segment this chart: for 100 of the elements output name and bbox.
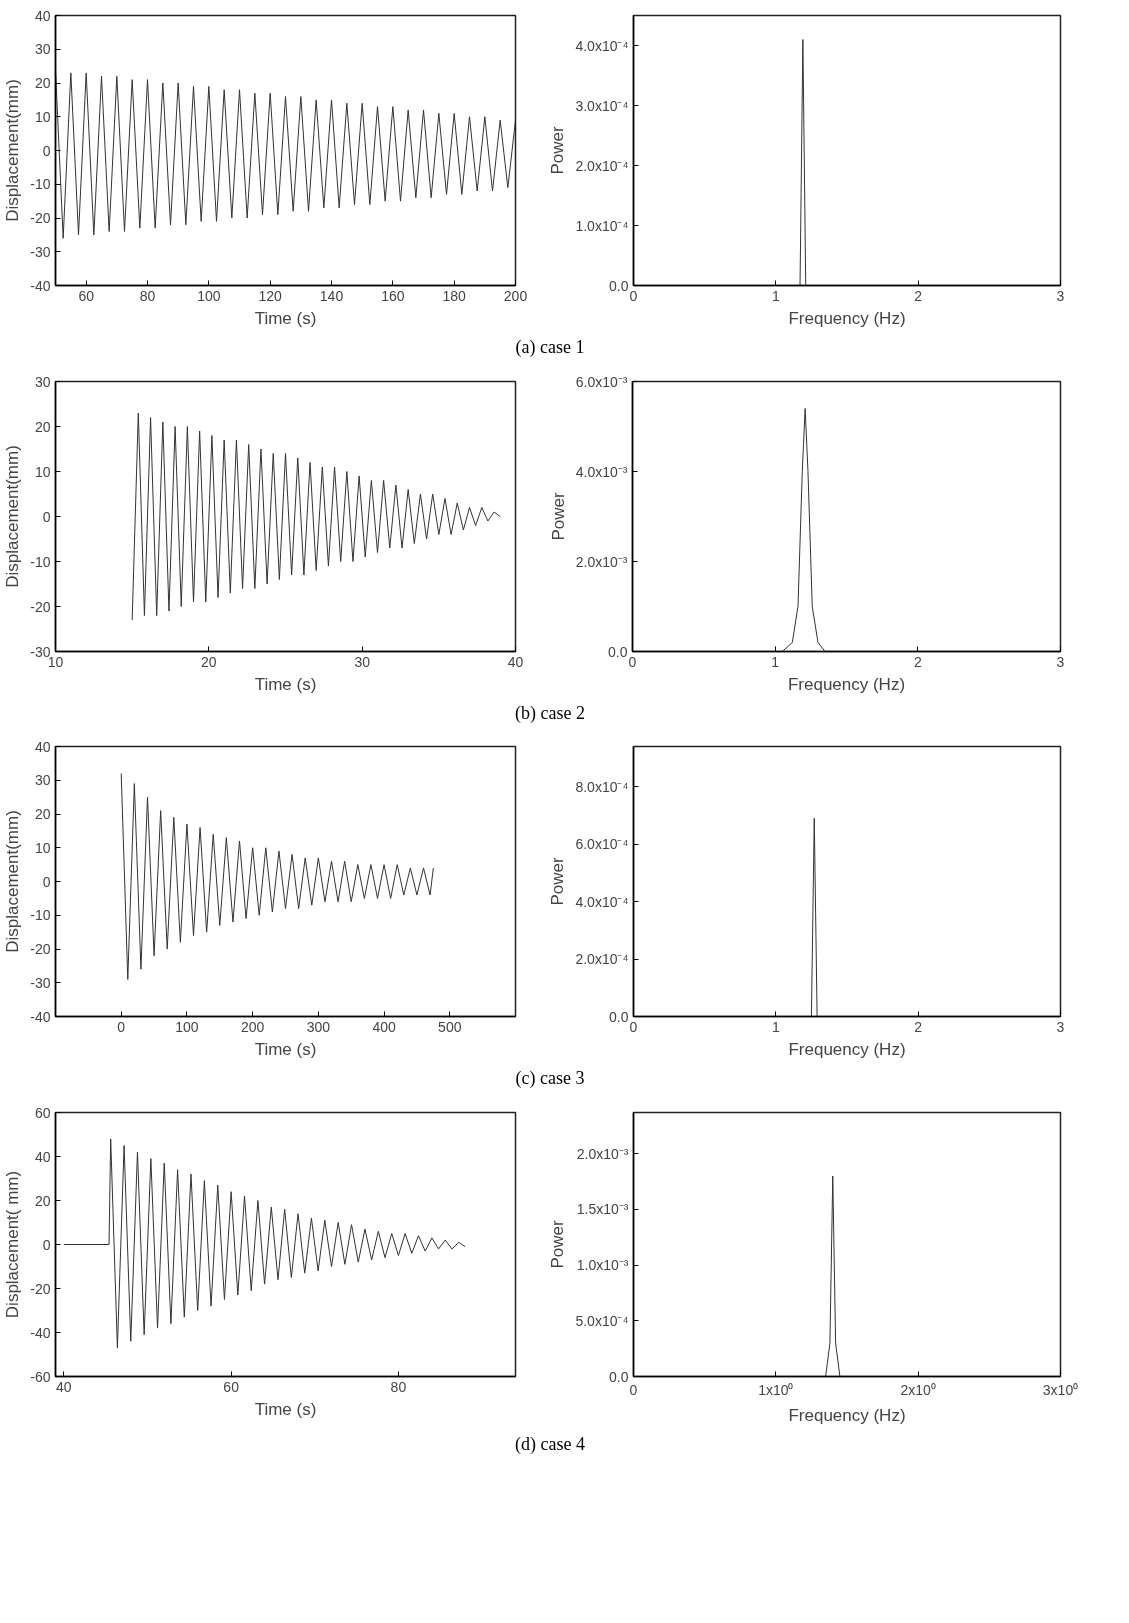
y-axis-title: Power (548, 126, 568, 175)
x-tick-label: 80 (139, 287, 156, 304)
y-axis-title: Power (548, 857, 568, 906)
x-tick-label: 500 (438, 1018, 462, 1035)
x-tick-label: 200 (240, 1018, 265, 1035)
x-tick-label: 200 (503, 287, 528, 304)
y-tick-label: 0.0 (609, 1008, 629, 1025)
x-tick-label: 180 (442, 287, 467, 304)
y-axis-title: Displacement(mm) (3, 810, 23, 954)
y-tick-label: -30 (30, 243, 51, 260)
x-tick-label: 3 (1056, 287, 1065, 304)
y-tick-label: -20 (30, 941, 51, 958)
y-tick-label: -40 (30, 1324, 51, 1341)
x-axis-title: Time (s) (254, 674, 317, 694)
x-tick-label: 2 (913, 653, 922, 670)
y-tick-label: 6.0x10⁻³ (575, 373, 628, 390)
y-tick-label: 0.0 (609, 1368, 629, 1385)
x-axis-title: Frequency (Hz) (787, 674, 906, 694)
x-tick-label: 1 (771, 653, 780, 670)
x-axis-title: Frequency (Hz) (788, 1405, 906, 1425)
x-tick-label: 400 (372, 1018, 396, 1035)
text: (a) case 1 (515, 336, 585, 359)
y-axis-title: Displacement(mm) (3, 444, 23, 588)
line-series (63, 1138, 466, 1349)
y-tick-label: 2.0x10⁻⁴ (575, 157, 629, 174)
y-tick-label: 0 (42, 873, 51, 890)
y-tick-label: 5.0x10⁻⁴ (575, 1312, 629, 1329)
y-tick-label: 20 (34, 1192, 51, 1209)
y-tick-label: 10 (34, 463, 51, 480)
y-tick-label: 0 (42, 142, 51, 159)
x-tick-label: 300 (306, 1018, 331, 1035)
y-tick-label: 10 (34, 108, 51, 125)
y-tick-label: 30 (34, 772, 51, 789)
y-tick-label: -60 (30, 1368, 51, 1385)
y-tick-label: 8.0x10⁻⁴ (575, 779, 629, 796)
y-tick-label: -40 (30, 1008, 51, 1025)
y-tick-label: -10 (30, 553, 51, 570)
y-tick-label: 40 (34, 7, 51, 24)
x-tick-label: 100 (175, 1018, 199, 1035)
y-tick-label: 60 (34, 1104, 51, 1121)
x-axis-title: Frequency (Hz) (788, 308, 906, 328)
y-tick-label: 1.0x10⁻³ (576, 1257, 629, 1274)
x-tick-label: 0 (117, 1018, 126, 1035)
y-axis-title: Power (548, 1220, 568, 1269)
x-axis-title: Time (s) (254, 1039, 317, 1059)
y-tick-label: 2.0x10⁻³ (575, 553, 628, 570)
y-tick-label: 4.0x10⁻⁴ (575, 37, 629, 54)
y-tick-label: -30 (30, 975, 51, 992)
y-tick-label: 0 (42, 508, 51, 525)
y-axis-title: Power (548, 491, 568, 541)
x-tick-label: 2x10⁰ (900, 1381, 936, 1398)
line-series (55, 69, 516, 239)
y-axis-title: Displacement( mm) (3, 1170, 23, 1319)
y-tick-label: 10 (34, 840, 51, 857)
y-tick-label: 4.0x10⁻³ (575, 463, 628, 480)
y-tick-label: 40 (34, 1148, 51, 1165)
y-tick-label: 0.0 (608, 643, 628, 660)
text: (d) case 4 (515, 1433, 585, 1457)
x-tick-label: 160 (381, 287, 405, 304)
x-tick-label: 30 (354, 653, 371, 670)
y-tick-label: 3.0x10⁻⁴ (575, 97, 629, 114)
y-tick-label: 0 (42, 1236, 51, 1253)
y-tick-label: -10 (30, 176, 51, 193)
x-tick-label: 1 (771, 1018, 780, 1035)
x-axis-title: Frequency (Hz) (788, 1039, 906, 1059)
x-tick-label: 120 (258, 287, 283, 304)
x-tick-label: 2 (914, 1018, 923, 1035)
text: (c) case 3 (515, 1067, 585, 1091)
x-tick-label: 140 (319, 287, 344, 304)
x-axis-title: Time (s) (254, 308, 317, 328)
y-tick-label: -20 (30, 210, 51, 226)
y-axis-title: Displacement(mm) (3, 79, 23, 222)
y-tick-label: -20 (30, 1280, 51, 1297)
y-tick-label: 20 (34, 75, 51, 91)
x-tick-label: 3 (1056, 1018, 1065, 1035)
y-tick-label: 4.0x10⁻⁴ (575, 894, 629, 911)
x-tick-label: 40 (507, 653, 524, 670)
x-tick-label: 2 (914, 287, 923, 304)
y-tick-label: 2.0x10⁻⁴ (575, 951, 629, 968)
x-tick-label: 3 (1056, 653, 1065, 670)
x-tick-label: 60 (223, 1378, 240, 1395)
x-axis-title: Time (s) (254, 1399, 317, 1419)
y-tick-label: 20 (34, 418, 51, 435)
y-tick-label: 40 (34, 738, 51, 755)
y-tick-label: 2.0x10⁻³ (576, 1145, 629, 1162)
y-tick-label: 1.5x10⁻³ (576, 1201, 629, 1218)
x-tick-label: 40 (56, 1378, 72, 1395)
x-tick-label: 60 (78, 287, 95, 304)
y-tick-label: 30 (34, 41, 51, 58)
y-tick-label: 1.0x10⁻⁴ (575, 217, 629, 234)
x-tick-label: 100 (197, 287, 221, 304)
x-tick-label: 1x10⁰ (758, 1381, 794, 1398)
x-tick-label: 80 (390, 1378, 407, 1395)
y-tick-label: -20 (30, 598, 51, 615)
y-tick-label: -10 (30, 907, 51, 924)
y-tick-label: 20 (34, 806, 51, 823)
y-tick-label: 0.0 (609, 277, 629, 294)
y-tick-label: 30 (34, 373, 51, 390)
y-tick-label: -40 (30, 277, 51, 294)
x-tick-label: 3x10⁰ (1042, 1381, 1079, 1398)
